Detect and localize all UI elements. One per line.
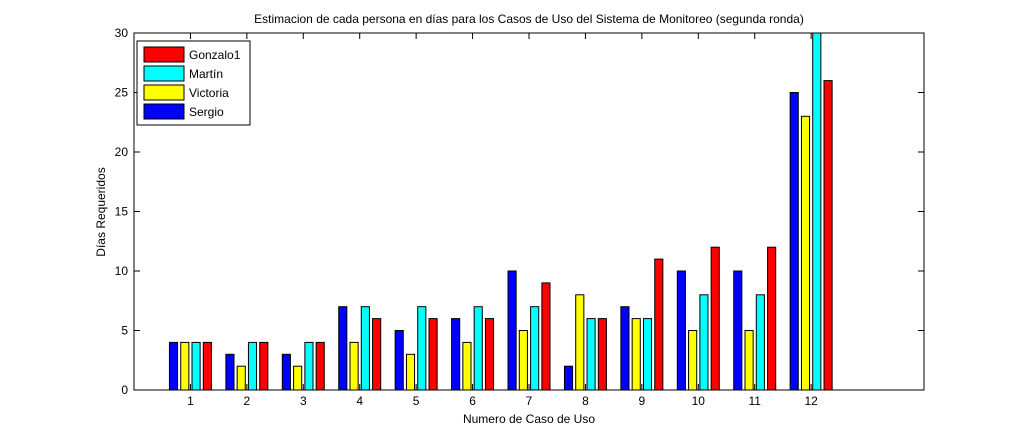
x-tick-label: 3 bbox=[300, 394, 307, 408]
bar-martn-4 bbox=[360, 306, 370, 391]
bar-sergio-6 bbox=[451, 318, 461, 391]
bar-victoria-8 bbox=[575, 294, 585, 391]
y-tick-label: 25 bbox=[115, 86, 129, 100]
bar-martn-3 bbox=[304, 341, 314, 391]
bar-gonzalo1-10 bbox=[710, 246, 720, 391]
bar-sergio-2 bbox=[225, 353, 235, 391]
bar-gonzalo1-1 bbox=[202, 341, 212, 391]
legend: Gonzalo1 Martín Victoria Sergio bbox=[136, 40, 251, 126]
bar-martn-11 bbox=[755, 294, 765, 391]
bar-martn-12 bbox=[812, 32, 822, 391]
bar-victoria-6 bbox=[462, 341, 472, 391]
bar-victoria-11 bbox=[744, 330, 754, 391]
bar-sergio-3 bbox=[281, 353, 291, 391]
bar-martn-2 bbox=[247, 341, 258, 391]
bar-victoria-7 bbox=[518, 330, 528, 391]
x-tick-label: 4 bbox=[356, 394, 363, 408]
legend-label: Victoria bbox=[189, 86, 229, 100]
bar-sergio-5 bbox=[394, 330, 404, 391]
bar-sergio-11 bbox=[733, 270, 743, 391]
x-tick-label: 1 bbox=[187, 394, 194, 408]
bar-victoria-1 bbox=[180, 341, 190, 391]
legend-label: Gonzalo1 bbox=[189, 48, 241, 62]
bar-gonzalo1-9 bbox=[654, 258, 664, 391]
x-tick-label: 8 bbox=[582, 394, 589, 408]
legend-swatch bbox=[143, 46, 185, 63]
bar-victoria-2 bbox=[236, 365, 246, 391]
bar-martn-5 bbox=[417, 306, 427, 391]
bar-martn-9 bbox=[642, 318, 653, 391]
x-tick-label: 2 bbox=[244, 394, 251, 408]
bar-victoria-5 bbox=[405, 353, 416, 391]
legend-swatch bbox=[143, 103, 185, 120]
bar-martn-7 bbox=[530, 306, 540, 391]
x-tick-label: 11 bbox=[748, 394, 761, 408]
x-axis-label: Numero de Caso de Uso bbox=[463, 412, 595, 426]
x-tick-label: 5 bbox=[413, 394, 420, 408]
bar-sergio-1 bbox=[168, 341, 179, 391]
y-tick-label: 15 bbox=[115, 205, 129, 219]
legend-swatch bbox=[143, 65, 185, 82]
chart-title: Estimacion de cada persona en días para … bbox=[254, 12, 804, 26]
bar-sergio-10 bbox=[676, 270, 686, 391]
bar-sergio-7 bbox=[507, 270, 517, 391]
legend-swatch bbox=[143, 84, 185, 101]
x-tick-label: 10 bbox=[692, 394, 706, 408]
bar-victoria-10 bbox=[688, 330, 698, 391]
bar-sergio-9 bbox=[620, 306, 630, 391]
y-tick-label: 30 bbox=[115, 26, 129, 40]
bar-gonzalo1-6 bbox=[484, 318, 495, 391]
x-tick-label: 9 bbox=[639, 394, 646, 408]
x-tick-label: 12 bbox=[804, 394, 818, 408]
bar-sergio-12 bbox=[789, 92, 799, 391]
bar-gonzalo1-4 bbox=[372, 318, 382, 391]
x-tick-label: 6 bbox=[469, 394, 476, 408]
y-tick-label: 20 bbox=[115, 145, 129, 159]
bar-martn-8 bbox=[586, 318, 596, 391]
bar-sergio-8 bbox=[563, 365, 574, 391]
legend-label: Martín bbox=[189, 67, 223, 81]
bar-victoria-12 bbox=[800, 115, 811, 391]
x-tick-label: 7 bbox=[526, 394, 533, 408]
bar-sergio-4 bbox=[338, 306, 348, 391]
bar-gonzalo1-11 bbox=[767, 246, 777, 391]
bar-gonzalo1-7 bbox=[541, 282, 551, 391]
bar-gonzalo1-2 bbox=[259, 341, 269, 391]
y-axis-label: Días Requeridos bbox=[94, 167, 108, 256]
bar-martn-10 bbox=[699, 294, 709, 391]
bar-gonzalo1-3 bbox=[315, 341, 325, 391]
bar-martn-1 bbox=[191, 341, 201, 391]
y-tick-label: 0 bbox=[121, 383, 128, 397]
y-tick-label: 10 bbox=[115, 264, 129, 278]
bar-victoria-4 bbox=[349, 341, 359, 391]
legend-label: Sergio bbox=[189, 105, 224, 119]
bar-gonzalo1-8 bbox=[597, 318, 607, 391]
bar-martn-6 bbox=[473, 306, 483, 391]
y-tick-label: 5 bbox=[121, 324, 128, 338]
bar-gonzalo1-12 bbox=[823, 80, 833, 391]
bar-victoria-9 bbox=[631, 318, 641, 391]
bar-victoria-3 bbox=[293, 365, 303, 391]
bar-gonzalo1-5 bbox=[428, 318, 438, 391]
